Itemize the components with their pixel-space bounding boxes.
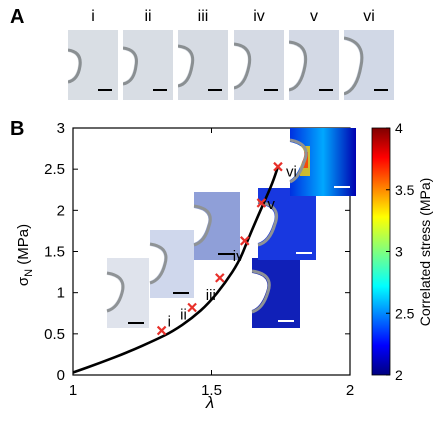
panel-letter-a: A	[10, 6, 25, 28]
specimen-photo-iii	[178, 30, 228, 100]
panel-letter-b: B	[10, 118, 25, 140]
y-tick-label: 0	[57, 367, 65, 384]
colorbar-tick-label: 3	[395, 244, 403, 260]
specimen-photo-v	[289, 30, 339, 100]
marker-vi: vi	[273, 161, 297, 181]
marker-label: iii	[206, 287, 216, 304]
y-tick-label: 2.5	[44, 161, 65, 178]
x-tick-label: 1.5	[201, 382, 222, 399]
inset-image-ii	[149, 230, 194, 298]
marker-i: i	[156, 314, 171, 336]
inset-image-iii	[193, 192, 240, 260]
strip-label-i: i	[91, 8, 95, 25]
colorbar-tick-label: 2	[395, 367, 403, 383]
inset-image-iv	[251, 258, 300, 328]
x-tick-label: 2	[346, 382, 354, 399]
marker-label: vi	[286, 164, 297, 181]
strip-label-ii: ii	[144, 8, 152, 25]
marker-label: iv	[233, 248, 244, 265]
inset-image-i	[106, 258, 149, 328]
y-tick-label: 3	[57, 120, 65, 137]
y-axis-ticks: 0 0.5 1 1.5 2 2.5 3	[44, 120, 350, 384]
specimen-photo-iv	[234, 30, 284, 100]
specimen-photo-i	[68, 30, 118, 100]
marker-label: v	[267, 196, 275, 213]
marker-iv: iv	[233, 236, 250, 265]
specimen-photo-ii	[123, 30, 173, 100]
colorbar-ticks: 4 3.5 3 2.5 2	[386, 120, 415, 383]
colorbar-label: Correlated stress (MPa)	[417, 178, 433, 327]
marker-label: ii	[180, 306, 187, 323]
x-axis-ticks: 1 1.5 2	[69, 128, 354, 399]
y-tick-label: 1	[57, 285, 65, 302]
colorbar-tick-label: 3.5	[395, 182, 415, 198]
marker-v: v	[256, 196, 275, 213]
x-tick-label: 1	[69, 382, 77, 399]
stress-curve	[72, 166, 280, 374]
marker-label: i	[168, 314, 171, 331]
specimen-photo-vi	[344, 30, 394, 100]
strip-label-vi: vi	[363, 8, 375, 25]
y-tick-label: 1.5	[44, 244, 65, 261]
strip-label-iii: iii	[197, 8, 209, 25]
strip-label-iv: iv	[253, 8, 265, 25]
inset-image-vi	[289, 128, 356, 196]
marker-iii: iii	[206, 273, 225, 304]
y-axis-label: σN (MPa)	[15, 224, 35, 286]
strip-label-v: v	[310, 8, 318, 25]
colorbar-tick-label: 4	[395, 120, 403, 136]
y-tick-label: 0.5	[44, 326, 65, 343]
marker-ii: ii	[180, 302, 197, 323]
inset-image-v	[257, 188, 316, 260]
colorbar-tick-label: 2.5	[395, 305, 415, 321]
x-axis-label: λ	[205, 393, 214, 412]
y-tick-label: 2	[57, 202, 65, 219]
